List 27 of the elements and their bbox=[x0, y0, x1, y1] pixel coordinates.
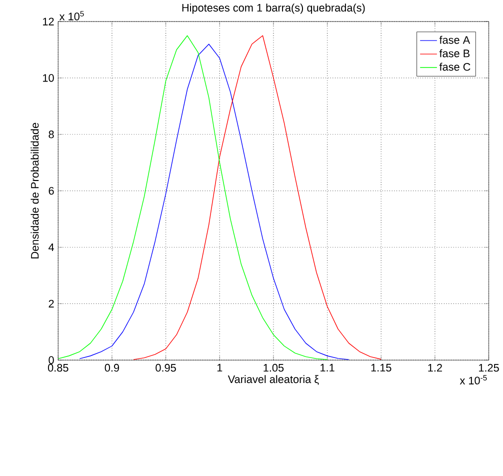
x-tick-label: 1.1 bbox=[320, 364, 334, 372]
y-tick-label: 10 bbox=[43, 74, 54, 82]
y-tick-label: 0 bbox=[48, 356, 54, 364]
legend-label: fase B bbox=[439, 49, 470, 58]
x-tick-label: 1 bbox=[217, 364, 222, 372]
y-axis-title: Densidade de Probabilidade bbox=[30, 123, 39, 258]
legend-label: fase C bbox=[439, 62, 470, 71]
y-tick-label: 4 bbox=[48, 244, 54, 252]
x-axis-title: Variavel aleatoria ξ bbox=[228, 375, 319, 386]
x-tick-label: 1.05 bbox=[264, 364, 284, 372]
text: x 10$^{5}$ bbox=[59, 11, 84, 20]
x-tick-label: 1.15 bbox=[371, 364, 392, 372]
y-tick-label: 6 bbox=[48, 187, 54, 195]
line-series bbox=[133, 35, 382, 360]
line-series bbox=[79, 44, 350, 360]
x-tick-label: 1.25 bbox=[479, 364, 499, 372]
x-tick-label: 0.85 bbox=[48, 364, 68, 372]
chart-title: Hipoteses com 1 barra(s) quebrada(s) bbox=[182, 4, 365, 14]
y-tick-label: 8 bbox=[48, 130, 54, 138]
x-tick-label: 0.95 bbox=[156, 364, 176, 372]
line-series bbox=[58, 35, 328, 360]
legend-label: fase A bbox=[439, 36, 470, 44]
text: x 10$^{-5}$ bbox=[460, 375, 487, 385]
x-tick-label: 0.9 bbox=[104, 364, 120, 372]
x-tick-label: 1.2 bbox=[428, 364, 442, 372]
y-tick-label: 2 bbox=[48, 300, 54, 308]
y-tick-label: 12 bbox=[43, 18, 54, 26]
